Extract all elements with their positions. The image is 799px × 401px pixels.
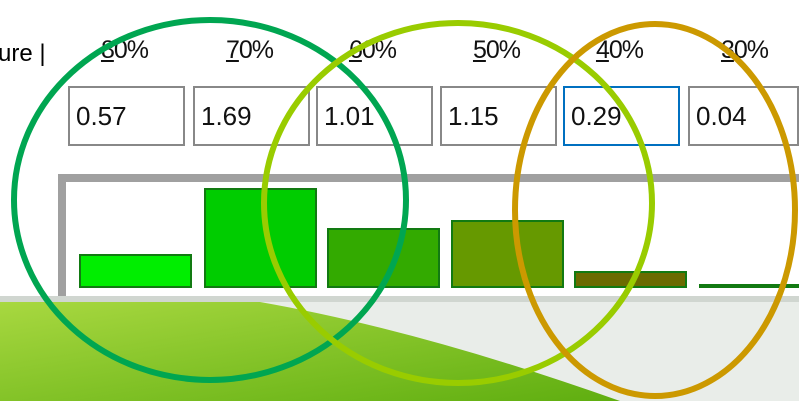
separator: [0, 296, 799, 302]
value-field[interactable]: 0.57: [68, 86, 185, 146]
value-field[interactable]: 1.69: [193, 86, 310, 146]
value-field[interactable]: 0.04: [688, 86, 799, 146]
bar: [574, 270, 687, 288]
bar: [327, 228, 440, 288]
column-label: 60%: [348, 36, 397, 64]
column-label: 70%: [225, 36, 274, 64]
column-label: 40%: [595, 36, 644, 64]
ground: [0, 296, 799, 401]
column-label: 80%: [100, 36, 149, 64]
column-label: 50%: [472, 36, 521, 64]
hill: [0, 302, 620, 401]
value-field[interactable]: 0.29: [563, 86, 680, 146]
value-field[interactable]: 1.01: [316, 86, 433, 146]
bar: [699, 284, 799, 288]
bar: [451, 219, 564, 288]
bar-panel: [58, 174, 799, 296]
bar: [79, 254, 192, 288]
value-field[interactable]: 1.15: [440, 86, 557, 146]
column-label: 30%: [720, 36, 769, 64]
bar: [204, 188, 317, 288]
cut-label: ure |: [0, 40, 46, 67]
